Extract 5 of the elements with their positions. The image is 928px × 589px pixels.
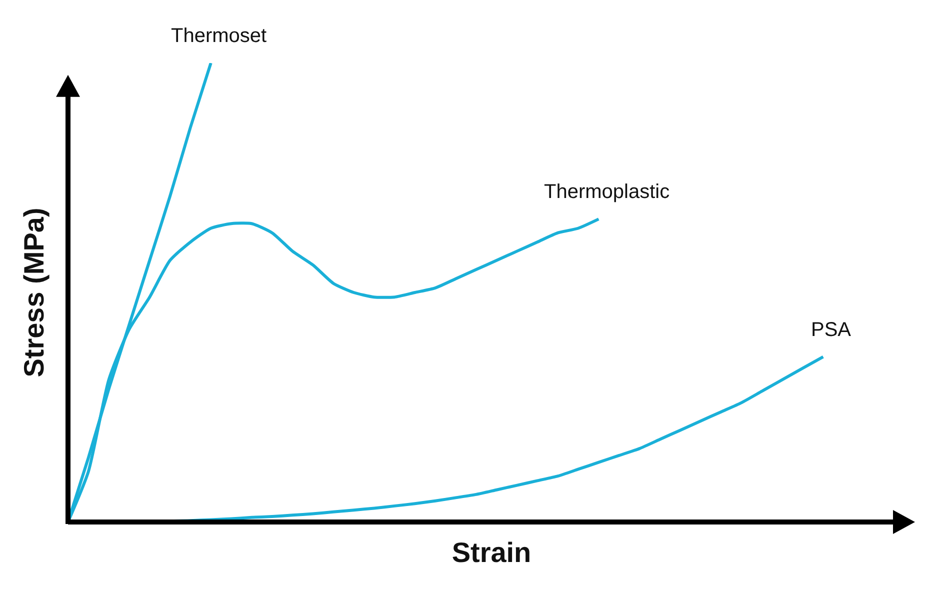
- y-axis-title: Stress (MPa): [18, 208, 50, 378]
- x-axis-title: Strain: [452, 537, 532, 568]
- series-label: Thermoset: [171, 25, 268, 47]
- series-label: PSA: [811, 319, 852, 341]
- series-label: Thermoplastic: [544, 181, 670, 203]
